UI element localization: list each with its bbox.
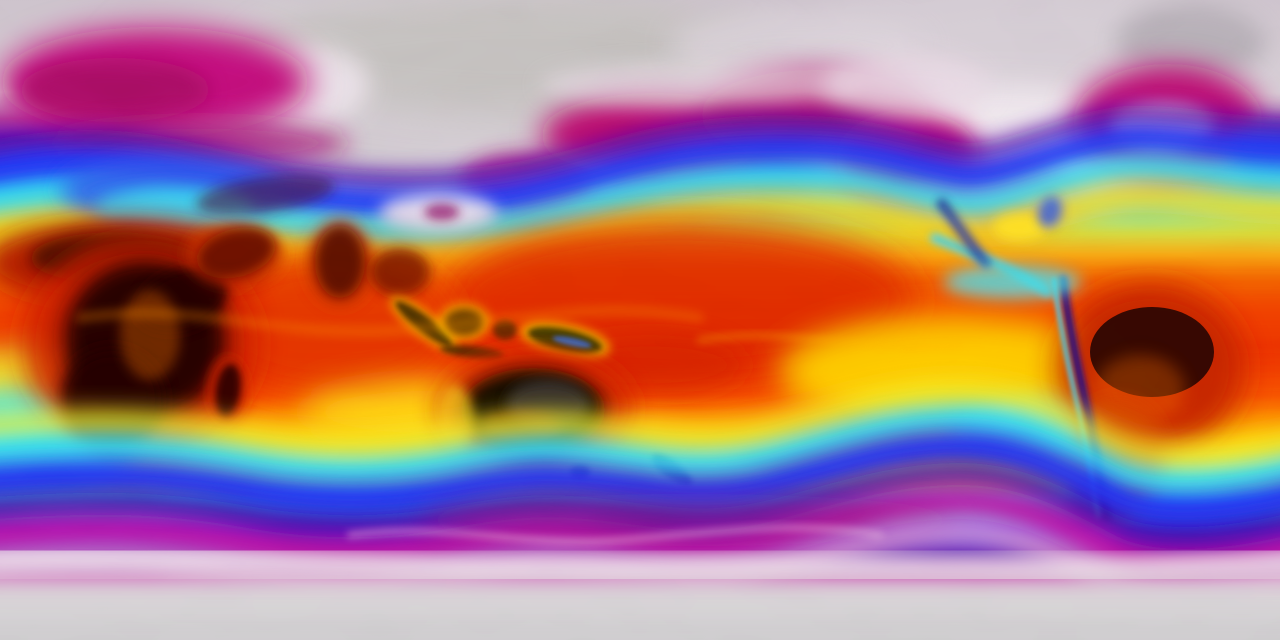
cloud-texture-overlay bbox=[0, 0, 1280, 640]
world-map-canvas bbox=[0, 0, 1280, 640]
global-temperature-map bbox=[0, 0, 1280, 640]
